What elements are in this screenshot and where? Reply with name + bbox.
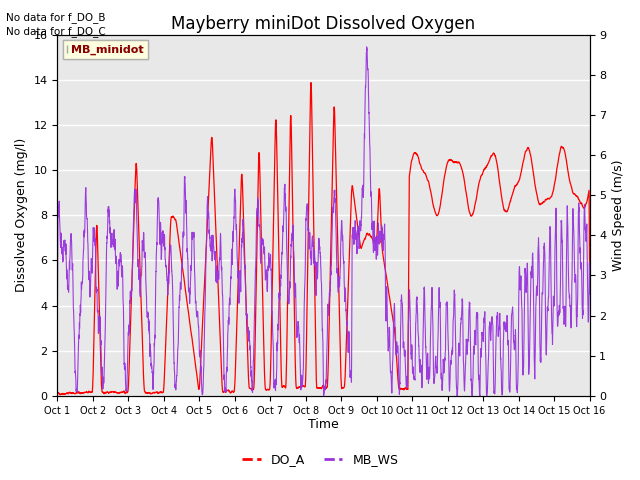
Text: No data for f_DO_C: No data for f_DO_C bbox=[6, 26, 106, 37]
X-axis label: Time: Time bbox=[308, 419, 339, 432]
Text: No data for f_DO_B: No data for f_DO_B bbox=[6, 12, 106, 23]
Legend: DO_A, MB_WS: DO_A, MB_WS bbox=[237, 448, 403, 471]
Title: Mayberry miniDot Dissolved Oxygen: Mayberry miniDot Dissolved Oxygen bbox=[172, 15, 476, 33]
Y-axis label: Wind Speed (m/s): Wind Speed (m/s) bbox=[612, 159, 625, 271]
Legend: MB_minidot: MB_minidot bbox=[63, 40, 148, 59]
Y-axis label: Dissolved Oxygen (mg/l): Dissolved Oxygen (mg/l) bbox=[15, 138, 28, 292]
